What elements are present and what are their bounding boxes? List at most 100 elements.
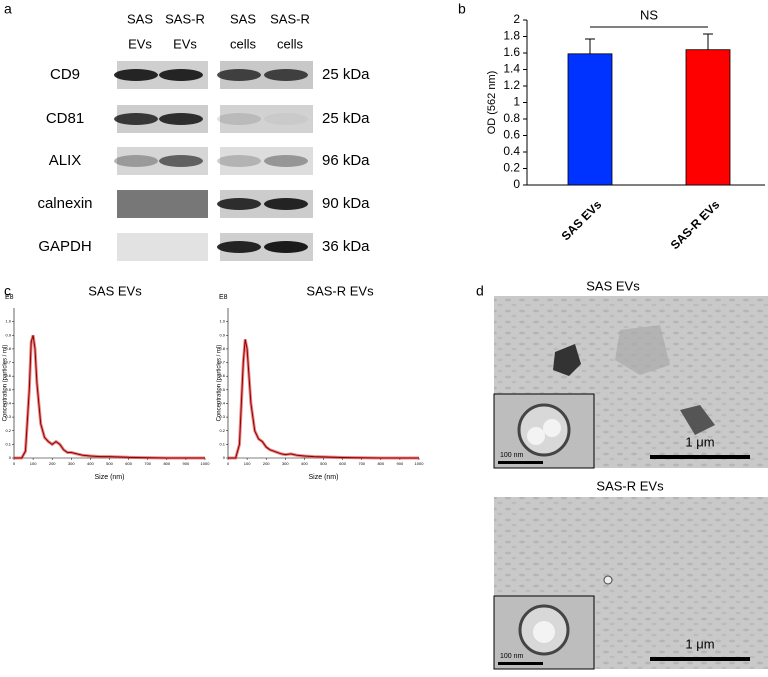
scale-bar [498,662,543,665]
vesicle [527,427,545,445]
tem-artifact [553,344,581,376]
y-tick-label: 0.5 [5,387,11,392]
scale-bar [498,461,543,464]
x-tick-label: 500 [320,461,327,466]
x-tick-label: SAS EVs [559,197,605,243]
x-axis-label: Size (nm) [309,474,339,481]
y-tick-label: 0.2 [503,161,520,175]
column-header: SAS-R [165,11,205,26]
image-title: SAS-R EVs [596,478,664,493]
y-tick-label: 0.1 [5,441,11,446]
y-tick-label: 0.8 [503,111,520,125]
panel-label: d [476,283,484,299]
western-blot: SAS EVs SAS-R EVs SAS cells SAS-R cells CD9 25 kD… [37,11,370,261]
y-tick-label: 0.8 [219,346,225,351]
band [217,113,261,125]
column-header: EVs [128,36,152,51]
y-tick-label: 0.9 [219,332,225,337]
size-label: 90 kDa [322,195,370,212]
column-header: cells [230,36,257,51]
x-tick-label: 700 [358,461,365,466]
line [14,335,205,459]
scale-bar [650,657,750,661]
x-tick-label: 1000 [415,461,425,466]
x-tick-label: 0 [227,461,230,466]
protein-label: GAPDH [38,238,91,255]
y-tick-label: 1.8 [503,29,520,43]
x-tick-label: 300 [68,461,75,466]
size-label: 25 kDa [322,110,370,127]
x-tick-label: SAS-R EVs [668,197,723,252]
y-tick-label: 1.0 [5,319,11,324]
protein-label: CD9 [50,66,80,83]
error-bar [585,38,595,54]
band [264,113,308,125]
line-halo [14,334,205,460]
x-tick-label: 0 [13,461,16,466]
band [159,113,203,125]
unit-label: E8 [5,294,14,301]
blot-box [220,105,313,133]
band [159,155,203,167]
x-tick-label: 100 [30,461,37,466]
y-axis-label: Concentration (particles / ml) [217,345,223,422]
x-axis-label: Size (nm) [95,474,125,481]
y-tick-label: 0 [223,455,226,460]
x-tick-label: 900 [183,461,190,466]
band [264,155,308,167]
y-tick-label: 0 [513,177,520,191]
column-header: SAS-R [270,11,310,26]
band [264,241,308,253]
y-tick-label: 0.3 [219,414,225,419]
vesicle [603,575,613,585]
y-tick-label: 0.7 [219,360,225,365]
band [114,69,158,81]
x-tick-label: 600 [125,461,132,466]
size-label: 96 kDa [322,152,370,169]
x-tick-label: 100 [244,461,251,466]
y-tick-label: 0.9 [5,332,11,337]
x-tick-label: 200 [49,461,56,466]
blot-box [117,190,208,218]
vesicle [533,621,555,643]
panel-label: b [458,1,466,17]
band [114,113,158,125]
size-label: 36 kDa [322,238,370,255]
band [217,155,261,167]
panel-label: a [4,1,12,17]
column-header: EVs [173,36,197,51]
scale-label: 100 nm [500,452,524,459]
size-label: 25 kDa [322,66,370,83]
y-tick-label: 1 [513,95,520,109]
column-header: SAS [230,11,256,26]
y-tick-label: 0.2 [219,428,225,433]
x-tick-label: 200 [263,461,270,466]
line-halo [228,339,419,460]
y-tick-label: 0.8 [5,346,11,351]
x-tick-label: 800 [377,461,384,466]
band [264,69,308,81]
y-tick-label: 0.5 [219,387,225,392]
band [114,155,158,167]
y-tick-label: 0.4 [503,144,520,158]
x-tick-label: 500 [106,461,113,466]
column-header: cells [277,36,304,51]
vesicle [543,419,561,437]
tem-artifact [680,405,715,435]
protein-label: calnexin [37,195,92,212]
x-tick-label: 700 [144,461,151,466]
x-tick-label: 300 [282,461,289,466]
y-tick-label: 0 [9,455,12,460]
blot-box [117,233,208,261]
scale-label: 1 μm [685,636,714,651]
protein-label: ALIX [49,152,82,169]
panel-label: c [4,283,11,299]
x-tick-label: 600 [339,461,346,466]
band [159,69,203,81]
y-tick-label: 1.0 [219,319,225,324]
band [217,241,261,253]
protein-label: CD81 [46,110,84,127]
error-bar [703,33,713,50]
y-tick-label: 1.4 [503,62,520,76]
